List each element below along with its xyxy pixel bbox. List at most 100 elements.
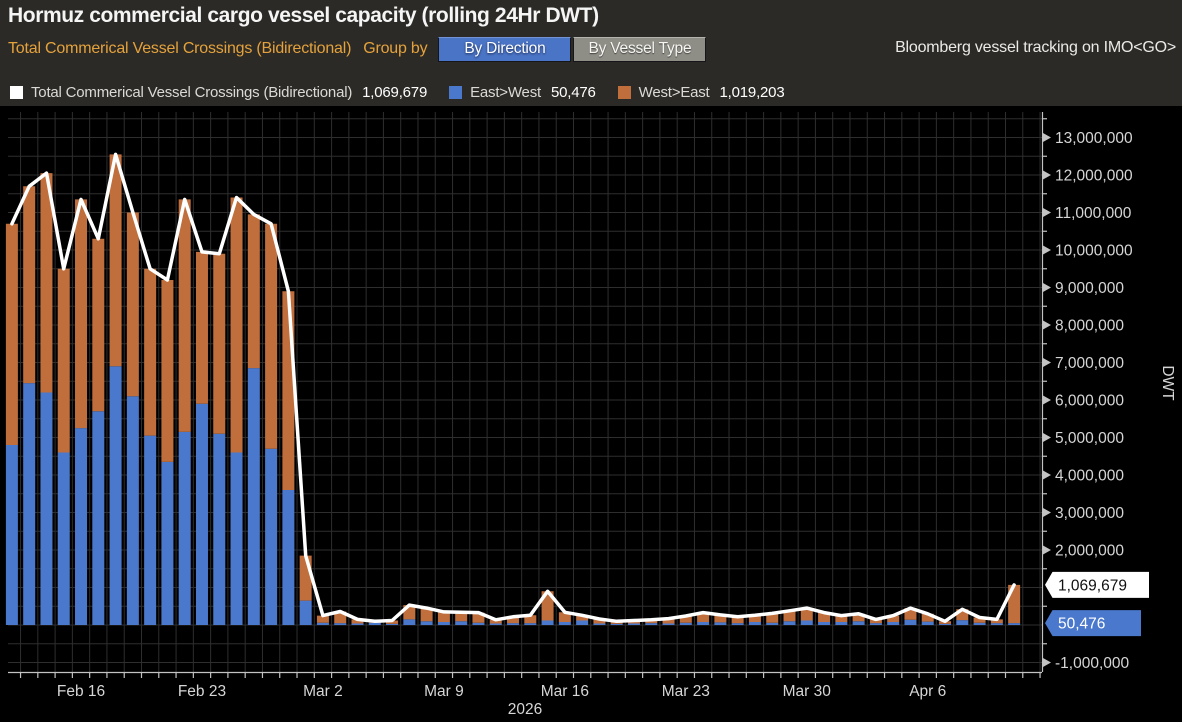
bar-west-east bbox=[576, 615, 589, 621]
bar-east-west bbox=[437, 622, 450, 625]
bar-east-west bbox=[40, 392, 53, 625]
bar-east-west bbox=[593, 623, 606, 625]
by-vessel-type-button[interactable]: By Vessel Type bbox=[573, 36, 707, 62]
bar-east-west bbox=[23, 383, 36, 625]
y-axis-label: 13,000,000 bbox=[1055, 130, 1133, 147]
bar-east-west bbox=[507, 623, 520, 625]
axes bbox=[8, 112, 1047, 678]
bar-east-west bbox=[420, 621, 433, 625]
bar-west-east bbox=[23, 186, 36, 384]
bar-west-east bbox=[437, 611, 450, 622]
bar-east-west bbox=[489, 623, 502, 625]
y-axis-labels: -1,000,000 2,000,000 3,000,000 4,000,000 5,0… bbox=[1043, 130, 1133, 672]
bar-west-east bbox=[92, 238, 105, 412]
bar-west-east bbox=[230, 197, 243, 453]
bar-west-east bbox=[835, 615, 848, 622]
y-axis-label: 4,000,000 bbox=[1055, 468, 1124, 485]
bar-east-west bbox=[576, 620, 589, 625]
y-axis-label: 11,000,000 bbox=[1055, 205, 1132, 222]
bar-east-west bbox=[731, 623, 744, 625]
y-tick-pointer bbox=[1043, 470, 1051, 480]
bar-east-west bbox=[195, 403, 208, 625]
x-axis-year-label: 2026 bbox=[508, 701, 542, 718]
bar-west-east bbox=[783, 610, 796, 622]
bar-west-east bbox=[818, 612, 831, 622]
bar-east-west bbox=[852, 621, 865, 625]
x-axis-label: Apr 6 bbox=[909, 683, 946, 700]
bar-west-east bbox=[57, 268, 70, 453]
bar-west-east bbox=[144, 268, 157, 436]
legend-label-total: Total Commerical Vessel Crossings (Bidir… bbox=[31, 83, 353, 101]
y-tick-pointer bbox=[1043, 170, 1051, 180]
bar-east-west bbox=[368, 622, 381, 625]
bar-west-east bbox=[420, 608, 433, 622]
bar-east-west bbox=[57, 452, 70, 625]
bar-east-west bbox=[75, 428, 88, 625]
by-direction-button[interactable]: By Direction bbox=[438, 36, 572, 62]
bar-west-east bbox=[351, 619, 364, 624]
legend: Total Commerical Vessel Crossings (Bidir… bbox=[10, 81, 1174, 103]
bar-west-east bbox=[766, 613, 779, 623]
y-axis-label: 9,000,000 bbox=[1055, 280, 1124, 297]
legend-label-west-east: West>East bbox=[638, 83, 710, 101]
bar-east-west bbox=[109, 366, 122, 625]
bar-east-west bbox=[455, 621, 468, 625]
bar-west-east bbox=[299, 555, 312, 601]
bar-east-west bbox=[403, 619, 416, 625]
bar-west-east bbox=[679, 616, 692, 623]
bar-east-west bbox=[282, 490, 295, 625]
bar-east-west bbox=[178, 431, 191, 625]
chart-title: Hormuz commercial cargo vessel capacity … bbox=[8, 4, 599, 27]
west-east-series-swatch bbox=[617, 85, 631, 99]
bar-east-west bbox=[144, 435, 157, 625]
x-axis-labels: Feb 16 Feb 23 Mar 2 Mar 9 Mar 16 Mar 23 Mar 30… bbox=[57, 365, 1176, 718]
source-note: Bloomberg vessel tracking on IMO<GO> bbox=[895, 39, 1176, 56]
axis-value-tag bbox=[1045, 610, 1141, 637]
axis-value-tag bbox=[1045, 571, 1149, 598]
bar-east-west bbox=[334, 623, 347, 625]
bar-east-west bbox=[1008, 623, 1021, 625]
bar-west-east bbox=[990, 619, 1003, 624]
legend-item-total[interactable]: Total Commerical Vessel Crossings (Bidir… bbox=[10, 84, 427, 101]
x-axis-label: Mar 16 bbox=[541, 683, 589, 700]
value-tags: 1,069,679 50,476 bbox=[1045, 571, 1149, 637]
bar-east-west bbox=[800, 620, 813, 625]
bar-west-east bbox=[956, 609, 969, 621]
bar-west-east bbox=[489, 619, 502, 624]
east-west-series-swatch bbox=[449, 85, 463, 99]
group-by-label: Group by bbox=[363, 40, 428, 57]
bar-west-east bbox=[75, 199, 88, 429]
bar-east-west bbox=[748, 622, 761, 625]
bar-west-east bbox=[507, 616, 520, 624]
bar-east-west bbox=[956, 620, 969, 625]
bar-east-west bbox=[472, 622, 485, 625]
bar-east-west bbox=[921, 621, 934, 625]
bar-east-west bbox=[299, 600, 312, 625]
bar-west-east bbox=[593, 619, 606, 624]
y-axis-label: 6,000,000 bbox=[1055, 393, 1124, 410]
legend-item-east-west[interactable]: East>West 50,476 bbox=[449, 84, 596, 101]
bar-west-east bbox=[524, 615, 537, 624]
bar-east-west bbox=[939, 623, 952, 625]
bar-east-west bbox=[5, 445, 18, 625]
bar-east-west bbox=[714, 622, 727, 625]
y-tick-pointer bbox=[1043, 208, 1051, 217]
bar-east-west bbox=[247, 368, 260, 625]
bar-west-east bbox=[282, 291, 295, 490]
stacked-bars bbox=[5, 154, 1021, 625]
y-tick-pointer bbox=[1043, 283, 1051, 292]
bar-west-east bbox=[195, 251, 208, 404]
y-axis-label: 5,000,000 bbox=[1055, 430, 1124, 447]
legend-item-west-east[interactable]: West>East 1,019,203 bbox=[617, 83, 785, 101]
bar-west-east bbox=[334, 611, 347, 624]
bar-east-west bbox=[904, 619, 917, 625]
y-axis-label: 10,000,000 bbox=[1055, 243, 1133, 260]
y-axis-label: -1,000,000 bbox=[1055, 655, 1129, 672]
bar-west-east bbox=[697, 612, 710, 622]
bar-east-west bbox=[558, 622, 571, 625]
bar-east-west bbox=[92, 411, 105, 625]
bar-east-west bbox=[697, 622, 710, 625]
bar-east-west bbox=[990, 623, 1003, 625]
